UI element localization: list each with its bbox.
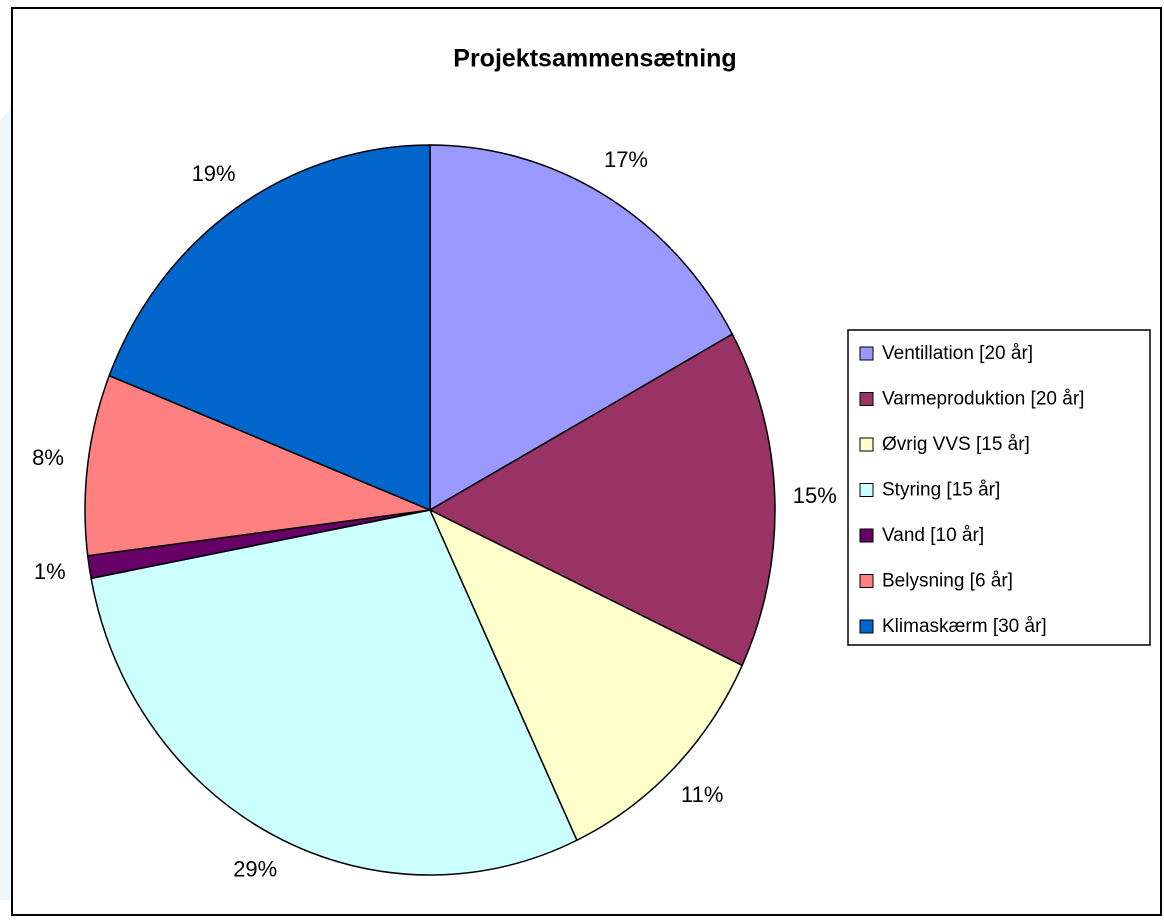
legend-swatch xyxy=(859,392,874,406)
legend-label: Øvrig VVS [15 år] xyxy=(882,434,1030,455)
data-label: 19% xyxy=(192,161,236,186)
data-label: 17% xyxy=(604,147,648,172)
legend-swatch xyxy=(859,619,874,634)
data-label: 1% xyxy=(34,559,66,584)
pie-slice xyxy=(84,374,433,557)
legend-swatch xyxy=(859,437,874,452)
pie-slice xyxy=(429,144,734,512)
legend-swatch xyxy=(859,346,874,361)
legend-label: Ventillation [20 år] xyxy=(882,343,1033,364)
data-label: 11% xyxy=(681,782,723,807)
legend-swatch xyxy=(859,528,874,543)
legend-label: Vand [10 år] xyxy=(882,525,984,546)
legend-label: Styring [15 år] xyxy=(882,480,1000,501)
data-label: 15% xyxy=(793,483,837,508)
legend-label: Varmeproduktion [20 år] xyxy=(882,389,1084,410)
legend-label: Klimaskærm [30 år] xyxy=(882,616,1047,637)
pie-slice xyxy=(428,508,744,842)
pie-slice xyxy=(108,144,431,512)
chart-title: Projektsammensætning xyxy=(453,45,736,73)
legend-box xyxy=(847,329,1151,646)
data-label: 29% xyxy=(233,857,277,882)
legend-swatch xyxy=(859,483,874,497)
pie-slice xyxy=(90,509,578,876)
legend-swatch xyxy=(859,574,874,588)
data-label: 8% xyxy=(32,445,64,470)
legend-label: Belysning [6 år] xyxy=(882,571,1013,592)
pie-slice xyxy=(428,333,776,667)
